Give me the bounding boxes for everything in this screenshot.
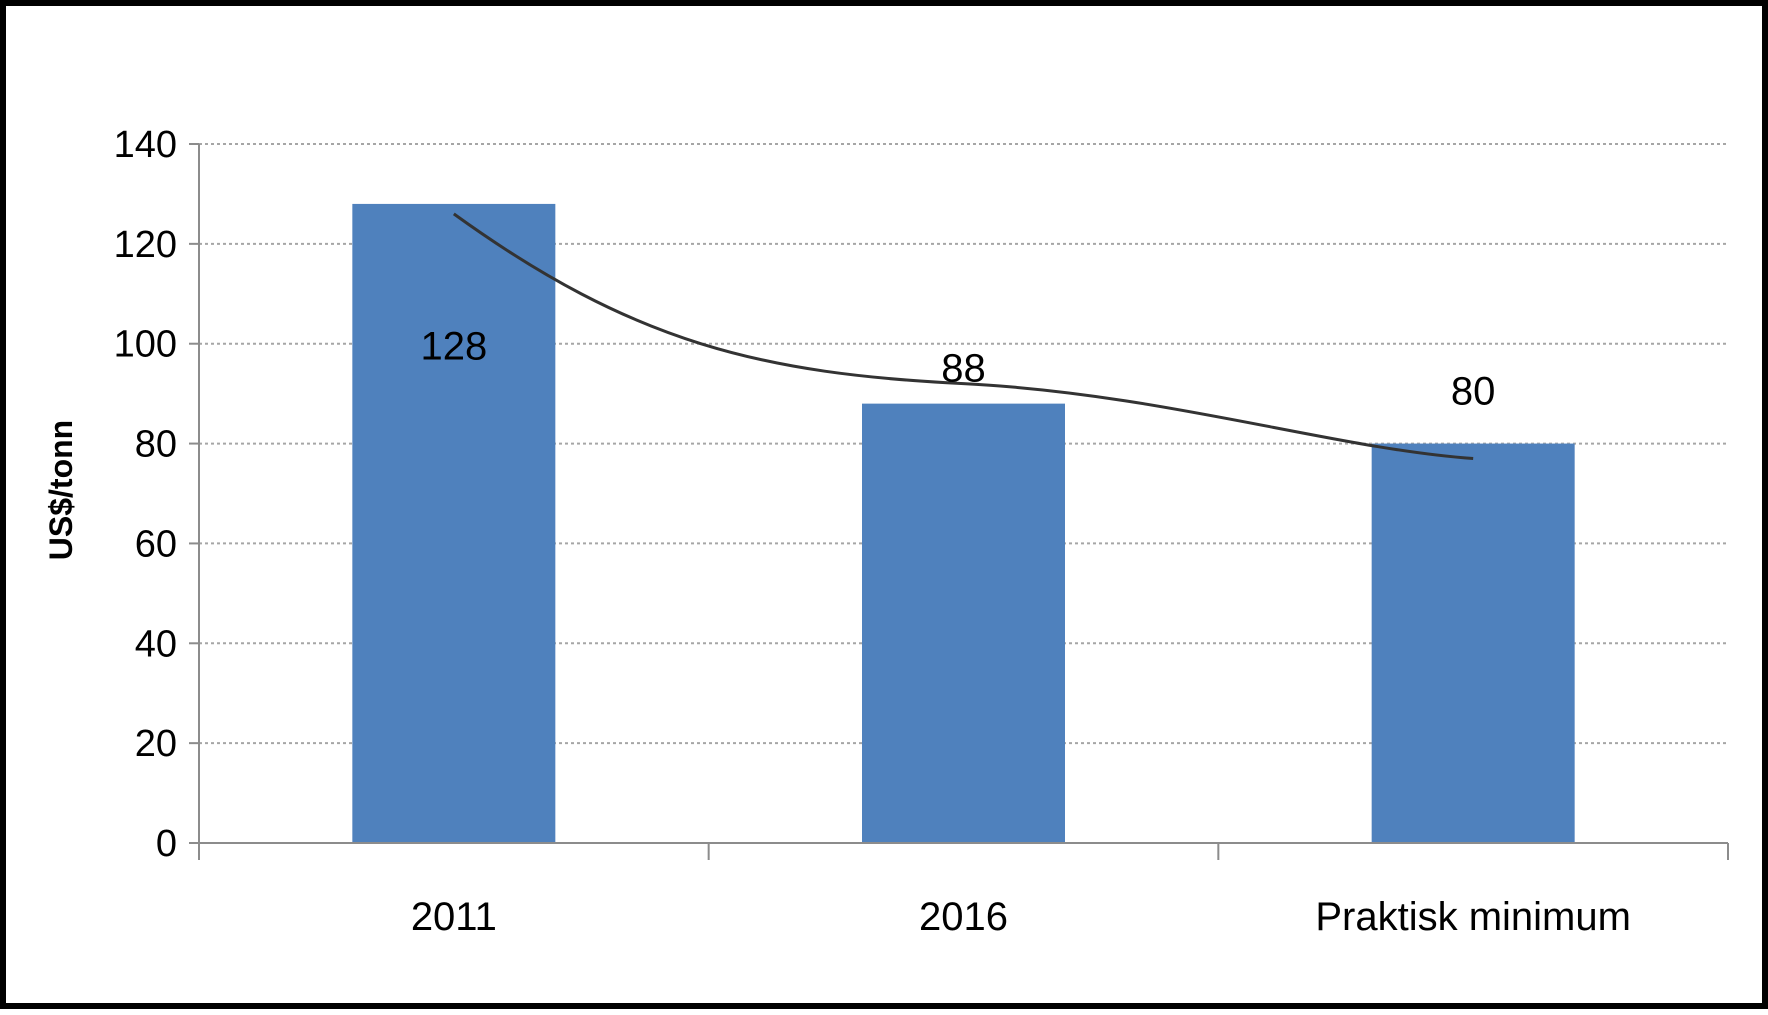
bar-chart: 0 20 40 60 80 100 120 140 2011 2016 Praktisk minim… [43, 124, 1729, 939]
trendline-group [452, 212, 1474, 461]
data-label: 88 [941, 346, 986, 390]
bars [352, 203, 1575, 843]
x-tick-label: 2011 [411, 895, 497, 939]
bar-2016 [862, 403, 1065, 843]
bar-praktisk-minimum [1371, 443, 1575, 843]
axes [189, 143, 1729, 860]
bar-2011 [352, 203, 556, 843]
y-tick-label: 80 [135, 424, 177, 466]
y-tick-label: 60 [135, 523, 177, 565]
y-tick-label: 140 [114, 124, 177, 166]
y-axis-title: US$/tonn [43, 420, 79, 560]
x-tick-label: 2016 [919, 895, 1008, 939]
data-label: 80 [1451, 369, 1496, 413]
x-tick-label: Praktisk minimum [1315, 895, 1631, 939]
trendline [452, 212, 1474, 461]
labels: 0 20 40 60 80 100 120 140 2011 2016 Praktisk minim… [114, 124, 1631, 939]
y-tick-label: 20 [135, 723, 177, 765]
data-label: 128 [420, 324, 487, 368]
y-tick-label: 40 [135, 623, 177, 665]
y-tick-label: 0 [156, 823, 177, 865]
y-tick-label: 100 [114, 324, 177, 366]
y-tick-label: 120 [114, 224, 177, 266]
